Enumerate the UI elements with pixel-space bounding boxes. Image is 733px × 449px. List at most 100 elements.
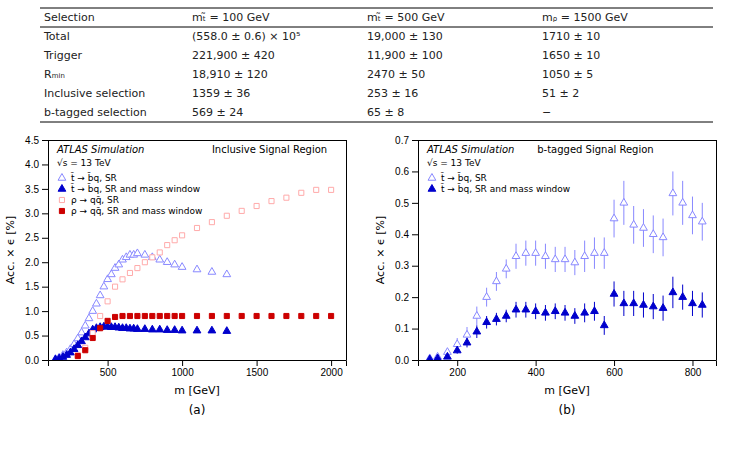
point: [135, 266, 140, 271]
point: [148, 253, 156, 260]
point: [178, 326, 186, 333]
y-tick-label: 4.5: [25, 135, 39, 146]
y-tick: 4.5: [25, 135, 48, 146]
point: [426, 354, 434, 360]
x-tick-mark: [257, 360, 258, 366]
y-tick-label: 0.5: [25, 330, 39, 341]
table-cell: 1710 ± 10: [542, 30, 600, 43]
y-tick: 2.0: [25, 257, 48, 268]
point: [571, 258, 579, 265]
y-tick-mark: [412, 140, 418, 141]
series: [75, 313, 333, 358]
plot: 5001000150020000.00.51.01.52.02.53.03.54…: [4, 135, 347, 417]
point: [659, 304, 667, 311]
point: [649, 230, 657, 237]
y-tick-label: 0.5: [395, 198, 409, 209]
legend-marker: [59, 197, 64, 202]
y-tick: 0.1: [395, 323, 418, 334]
point: [135, 313, 140, 318]
point: [150, 255, 155, 260]
point: [127, 313, 132, 318]
y-tick-mark: [42, 189, 48, 190]
annotation: √s = 13 TeV: [427, 158, 482, 168]
y-tick-mark: [42, 213, 48, 214]
x-tick-label: 2000: [320, 367, 343, 378]
point: [532, 307, 540, 314]
x-tick: 1500: [246, 360, 269, 378]
y-tick-label: 2.0: [25, 257, 39, 268]
y-tick: 3.5: [25, 184, 48, 195]
point: [444, 352, 452, 359]
legend-entry: t̃ → b̄q, SR: [70, 172, 116, 183]
x-axis-title: m [GeV]: [174, 384, 220, 397]
point: [314, 313, 319, 318]
y-tick-label: 2.5: [25, 232, 39, 243]
point: [689, 299, 697, 306]
y-axis: 0.00.10.20.30.40.50.60.7: [395, 135, 418, 366]
point: [269, 199, 274, 204]
point: [434, 354, 442, 360]
point: [171, 326, 179, 333]
table-header: mᵨ = 1500 GeV: [542, 11, 628, 24]
y-tick-label: 0.0: [395, 355, 409, 366]
legend-entry: ρ → qq̄, SR and mass window: [71, 206, 202, 216]
point: [512, 252, 520, 259]
y-tick: 0.2: [395, 292, 418, 303]
point: [630, 299, 638, 306]
table-cell: −: [542, 106, 551, 119]
legend-entry: t̃ → b̄q, SR and mass window: [70, 183, 200, 194]
y-tick-mark: [42, 164, 48, 165]
point: [98, 326, 103, 331]
point: [426, 355, 434, 360]
point: [171, 260, 179, 267]
point: [620, 198, 628, 205]
table-cell: 1050 ± 5: [542, 68, 593, 81]
x-tick: 600: [606, 360, 623, 378]
y-tick-mark: [412, 234, 418, 235]
point: [483, 318, 491, 325]
title: b-tagged Signal Region: [537, 144, 654, 155]
point: [90, 331, 95, 336]
y-tick-mark: [42, 287, 48, 288]
x-axis: 500100015002000: [49, 360, 347, 378]
point: [96, 291, 104, 298]
y-tick-label: 0.0: [25, 355, 39, 366]
point: [483, 293, 491, 300]
y-tick-mark: [42, 336, 48, 337]
point: [83, 348, 88, 353]
legend-marker: [59, 208, 64, 213]
point: [105, 318, 110, 323]
point: [141, 250, 149, 257]
point: [630, 220, 638, 227]
point: [142, 260, 147, 265]
x-tick-label: 1500: [246, 367, 269, 378]
table-cell: 18,910 ± 120: [192, 68, 268, 81]
point: [193, 326, 201, 333]
y-tick: 0.5: [25, 330, 48, 341]
point: [134, 325, 142, 332]
point: [659, 233, 667, 240]
point: [194, 313, 199, 318]
point: [551, 255, 559, 262]
legend-entry: t̃ → b̄q, SR: [440, 172, 486, 183]
point: [113, 314, 118, 319]
point: [98, 313, 103, 318]
y-tick-mark: [412, 171, 418, 172]
y-tick: 0.0: [395, 355, 418, 366]
point: [180, 313, 185, 318]
point: [561, 255, 569, 262]
point: [180, 233, 185, 238]
point: [148, 325, 156, 332]
point: [473, 312, 481, 319]
point: [522, 305, 530, 312]
point: [209, 220, 214, 225]
point: [284, 313, 289, 318]
y-tick-mark: [42, 360, 48, 361]
y-tick-mark: [42, 140, 48, 141]
x-tick-label: 600: [606, 367, 623, 378]
y-tick-label: 0.2: [395, 292, 409, 303]
panel-label: (b): [559, 403, 576, 417]
y-axis-title: Acc. × ϵ [%]: [4, 216, 17, 284]
y-tick-label: 3.5: [25, 184, 39, 195]
point: [299, 313, 304, 318]
